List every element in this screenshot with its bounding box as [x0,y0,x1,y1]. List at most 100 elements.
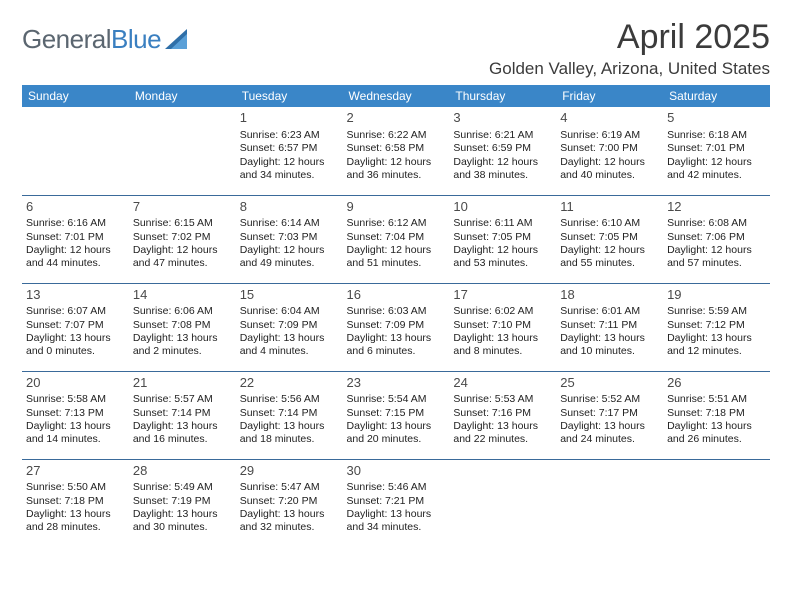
daylight-text: Daylight: 13 hours and 6 minutes. [347,332,446,359]
daylight-text: Daylight: 12 hours and 40 minutes. [560,156,659,183]
sunset-text: Sunset: 7:08 PM [133,319,232,332]
calendar-day-cell: 2Sunrise: 6:22 AMSunset: 6:58 PMDaylight… [343,107,450,195]
sunset-text: Sunset: 7:17 PM [560,407,659,420]
sunset-text: Sunset: 7:20 PM [240,495,339,508]
daylight-text: Daylight: 13 hours and 26 minutes. [667,420,766,447]
sunset-text: Sunset: 7:05 PM [560,231,659,244]
daylight-text: Daylight: 13 hours and 8 minutes. [453,332,552,359]
sunset-text: Sunset: 7:13 PM [26,407,125,420]
day-number: 17 [453,287,552,304]
calendar-head: SundayMondayTuesdayWednesdayThursdayFrid… [22,85,770,107]
calendar-day-cell: 18Sunrise: 6:01 AMSunset: 7:11 PMDayligh… [556,283,663,371]
day-number: 22 [240,375,339,392]
calendar-day-cell: 21Sunrise: 5:57 AMSunset: 7:14 PMDayligh… [129,371,236,459]
calendar-day-cell: 28Sunrise: 5:49 AMSunset: 7:19 PMDayligh… [129,459,236,547]
weekday-header: Saturday [663,85,770,107]
daylight-text: Daylight: 12 hours and 49 minutes. [240,244,339,271]
sunrise-text: Sunrise: 6:12 AM [347,217,446,230]
calendar-week-row: 13Sunrise: 6:07 AMSunset: 7:07 PMDayligh… [22,283,770,371]
day-number: 24 [453,375,552,392]
daylight-text: Daylight: 13 hours and 24 minutes. [560,420,659,447]
sunset-text: Sunset: 7:01 PM [26,231,125,244]
daylight-text: Daylight: 12 hours and 55 minutes. [560,244,659,271]
topbar: GeneralBlue April 2025 Golden Valley, Ar… [22,18,770,79]
sunrise-text: Sunrise: 5:59 AM [667,305,766,318]
daylight-text: Daylight: 13 hours and 12 minutes. [667,332,766,359]
sunrise-text: Sunrise: 6:02 AM [453,305,552,318]
sunset-text: Sunset: 7:16 PM [453,407,552,420]
day-number: 12 [667,199,766,216]
sunset-text: Sunset: 7:18 PM [26,495,125,508]
sunrise-text: Sunrise: 6:07 AM [26,305,125,318]
calendar-day-cell: 4Sunrise: 6:19 AMSunset: 7:00 PMDaylight… [556,107,663,195]
sunrise-text: Sunrise: 6:04 AM [240,305,339,318]
sunrise-text: Sunrise: 6:19 AM [560,129,659,142]
day-number: 28 [133,463,232,480]
sunrise-text: Sunrise: 6:06 AM [133,305,232,318]
calendar-day-cell: 17Sunrise: 6:02 AMSunset: 7:10 PMDayligh… [449,283,556,371]
sunrise-text: Sunrise: 5:47 AM [240,481,339,494]
daylight-text: Daylight: 13 hours and 16 minutes. [133,420,232,447]
day-number: 29 [240,463,339,480]
location-text: Golden Valley, Arizona, United States [489,59,770,79]
day-number: 7 [133,199,232,216]
daylight-text: Daylight: 12 hours and 42 minutes. [667,156,766,183]
sunset-text: Sunset: 7:10 PM [453,319,552,332]
calendar-week-row: 27Sunrise: 5:50 AMSunset: 7:18 PMDayligh… [22,459,770,547]
daylight-text: Daylight: 12 hours and 36 minutes. [347,156,446,183]
calendar-empty-cell [449,459,556,547]
calendar-day-cell: 16Sunrise: 6:03 AMSunset: 7:09 PMDayligh… [343,283,450,371]
calendar-empty-cell [22,107,129,195]
daylight-text: Daylight: 13 hours and 4 minutes. [240,332,339,359]
weekday-header: Wednesday [343,85,450,107]
calendar-day-cell: 8Sunrise: 6:14 AMSunset: 7:03 PMDaylight… [236,195,343,283]
sunrise-text: Sunrise: 6:14 AM [240,217,339,230]
calendar-empty-cell [663,459,770,547]
sunrise-text: Sunrise: 5:57 AM [133,393,232,406]
day-number: 16 [347,287,446,304]
sunrise-text: Sunrise: 5:53 AM [453,393,552,406]
daylight-text: Daylight: 13 hours and 10 minutes. [560,332,659,359]
sunrise-text: Sunrise: 6:01 AM [560,305,659,318]
day-number: 4 [560,110,659,127]
daylight-text: Daylight: 12 hours and 53 minutes. [453,244,552,271]
sunrise-text: Sunrise: 6:23 AM [240,129,339,142]
calendar-day-cell: 12Sunrise: 6:08 AMSunset: 7:06 PMDayligh… [663,195,770,283]
calendar-day-cell: 30Sunrise: 5:46 AMSunset: 7:21 PMDayligh… [343,459,450,547]
sunrise-text: Sunrise: 6:21 AM [453,129,552,142]
day-number: 1 [240,110,339,127]
day-number: 5 [667,110,766,127]
day-number: 11 [560,199,659,216]
calendar-day-cell: 9Sunrise: 6:12 AMSunset: 7:04 PMDaylight… [343,195,450,283]
brand-logo: GeneralBlue [22,24,195,55]
day-number: 6 [26,199,125,216]
calendar-day-cell: 6Sunrise: 6:16 AMSunset: 7:01 PMDaylight… [22,195,129,283]
calendar-day-cell: 25Sunrise: 5:52 AMSunset: 7:17 PMDayligh… [556,371,663,459]
day-number: 13 [26,287,125,304]
calendar-day-cell: 10Sunrise: 6:11 AMSunset: 7:05 PMDayligh… [449,195,556,283]
day-number: 20 [26,375,125,392]
sunset-text: Sunset: 6:59 PM [453,142,552,155]
sunrise-text: Sunrise: 5:51 AM [667,393,766,406]
calendar-day-cell: 26Sunrise: 5:51 AMSunset: 7:18 PMDayligh… [663,371,770,459]
daylight-text: Daylight: 13 hours and 14 minutes. [26,420,125,447]
sunset-text: Sunset: 7:21 PM [347,495,446,508]
day-number: 25 [560,375,659,392]
sunset-text: Sunset: 7:03 PM [240,231,339,244]
calendar-day-cell: 29Sunrise: 5:47 AMSunset: 7:20 PMDayligh… [236,459,343,547]
calendar-body: 1Sunrise: 6:23 AMSunset: 6:57 PMDaylight… [22,107,770,547]
calendar-empty-cell [556,459,663,547]
sunset-text: Sunset: 7:05 PM [453,231,552,244]
daylight-text: Daylight: 13 hours and 32 minutes. [240,508,339,535]
daylight-text: Daylight: 13 hours and 22 minutes. [453,420,552,447]
brand-sail-icon [165,29,195,51]
calendar-day-cell: 3Sunrise: 6:21 AMSunset: 6:59 PMDaylight… [449,107,556,195]
calendar-day-cell: 19Sunrise: 5:59 AMSunset: 7:12 PMDayligh… [663,283,770,371]
sunrise-text: Sunrise: 6:03 AM [347,305,446,318]
sunrise-text: Sunrise: 5:56 AM [240,393,339,406]
calendar-day-cell: 15Sunrise: 6:04 AMSunset: 7:09 PMDayligh… [236,283,343,371]
sunset-text: Sunset: 7:04 PM [347,231,446,244]
sunset-text: Sunset: 7:14 PM [240,407,339,420]
sunset-text: Sunset: 6:58 PM [347,142,446,155]
brand-name: GeneralBlue [22,24,161,55]
